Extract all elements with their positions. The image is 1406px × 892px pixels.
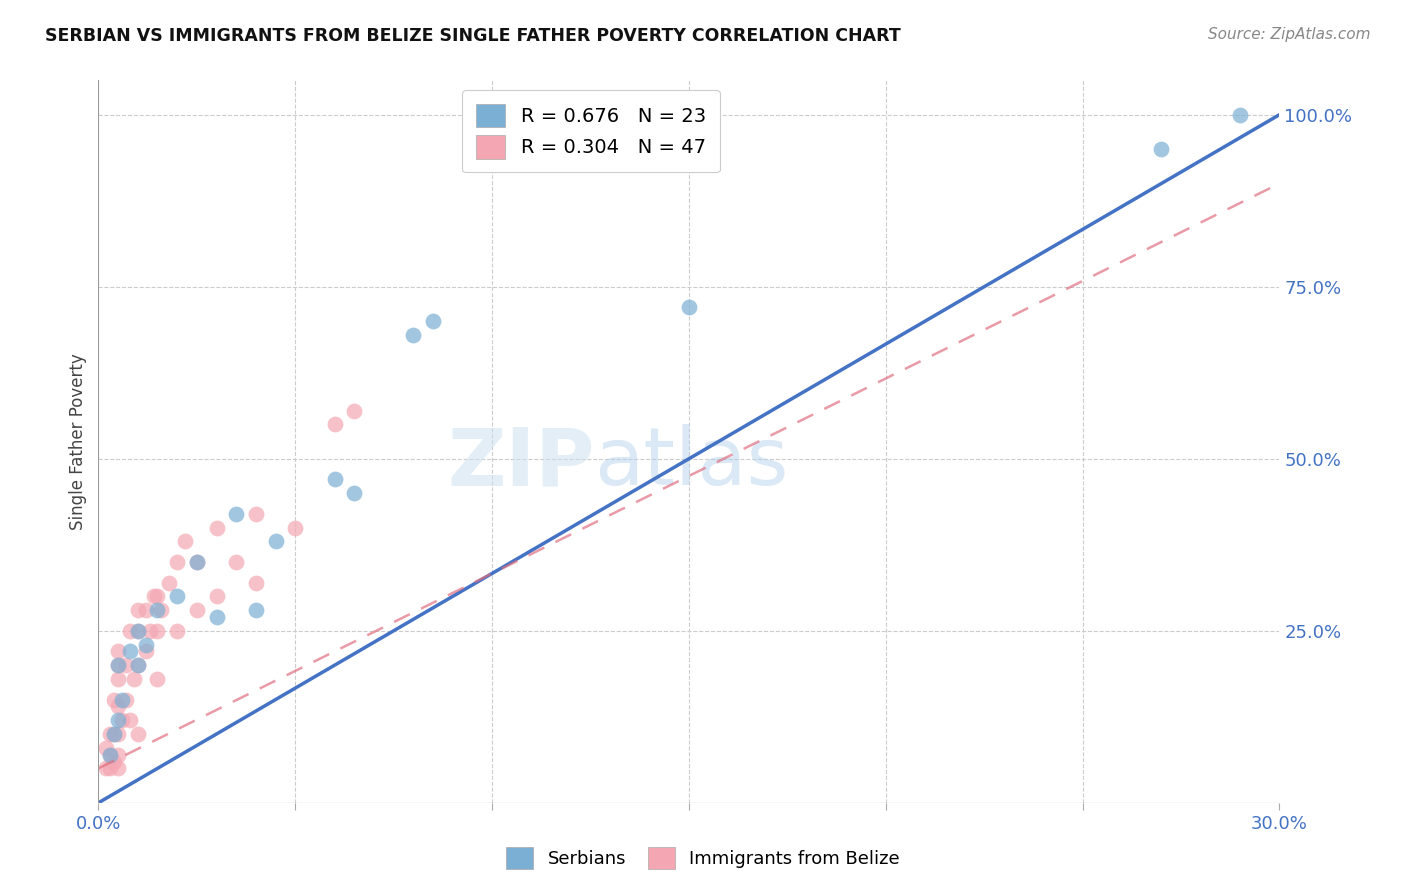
Point xyxy=(186,555,208,569)
Point xyxy=(150,603,173,617)
Point xyxy=(115,692,138,706)
Point xyxy=(127,727,149,741)
Text: atlas: atlas xyxy=(595,425,789,502)
Point xyxy=(107,727,129,741)
Point xyxy=(186,555,208,569)
Point xyxy=(122,672,145,686)
Point xyxy=(225,507,247,521)
Point xyxy=(205,520,228,534)
Text: ZIP: ZIP xyxy=(447,425,595,502)
Point xyxy=(135,638,157,652)
Point xyxy=(135,644,157,658)
Point xyxy=(103,692,125,706)
Text: SERBIAN VS IMMIGRANTS FROM BELIZE SINGLE FATHER POVERTY CORRELATION CHART: SERBIAN VS IMMIGRANTS FROM BELIZE SINGLE… xyxy=(45,27,901,45)
Point xyxy=(138,624,160,638)
Point xyxy=(146,603,169,617)
Point xyxy=(127,624,149,638)
Point xyxy=(127,658,149,673)
Point xyxy=(111,692,134,706)
Point xyxy=(343,486,366,500)
Point xyxy=(205,590,228,604)
Point xyxy=(1229,108,1251,122)
Point xyxy=(245,603,267,617)
Point xyxy=(98,727,121,741)
Point xyxy=(127,624,149,638)
Point xyxy=(402,327,425,342)
Point xyxy=(98,761,121,775)
Point xyxy=(135,603,157,617)
Point xyxy=(107,658,129,673)
Point xyxy=(107,747,129,762)
Legend: R = 0.676   N = 23, R = 0.304   N = 47: R = 0.676 N = 23, R = 0.304 N = 47 xyxy=(463,90,720,172)
Point xyxy=(245,575,267,590)
Point xyxy=(103,755,125,769)
Point xyxy=(146,624,169,638)
Point xyxy=(107,658,129,673)
Point xyxy=(127,603,149,617)
Point xyxy=(323,472,346,486)
Point xyxy=(118,624,141,638)
Point xyxy=(107,644,129,658)
Point xyxy=(678,301,700,315)
Text: Source: ZipAtlas.com: Source: ZipAtlas.com xyxy=(1208,27,1371,42)
Point xyxy=(98,747,121,762)
Point xyxy=(422,314,444,328)
Point xyxy=(118,713,141,727)
Point xyxy=(103,727,125,741)
Point xyxy=(146,672,169,686)
Point xyxy=(343,403,366,417)
Point xyxy=(146,590,169,604)
Point xyxy=(96,740,118,755)
Point xyxy=(1150,142,1173,156)
Point xyxy=(96,761,118,775)
Point xyxy=(166,590,188,604)
Point xyxy=(115,658,138,673)
Point xyxy=(107,761,129,775)
Point xyxy=(225,555,247,569)
Point xyxy=(264,534,287,549)
Point xyxy=(166,624,188,638)
Point xyxy=(127,658,149,673)
Point xyxy=(107,699,129,714)
Point xyxy=(118,644,141,658)
Point xyxy=(205,610,228,624)
Point xyxy=(186,603,208,617)
Point xyxy=(142,590,165,604)
Y-axis label: Single Father Poverty: Single Father Poverty xyxy=(69,353,87,530)
Point xyxy=(323,417,346,432)
Point xyxy=(245,507,267,521)
Point xyxy=(98,747,121,762)
Point xyxy=(103,727,125,741)
Point xyxy=(157,575,180,590)
Point xyxy=(166,555,188,569)
Point xyxy=(284,520,307,534)
Point xyxy=(111,713,134,727)
Point xyxy=(174,534,197,549)
Legend: Serbians, Immigrants from Belize: Serbians, Immigrants from Belize xyxy=(498,838,908,879)
Point xyxy=(107,713,129,727)
Point xyxy=(107,672,129,686)
